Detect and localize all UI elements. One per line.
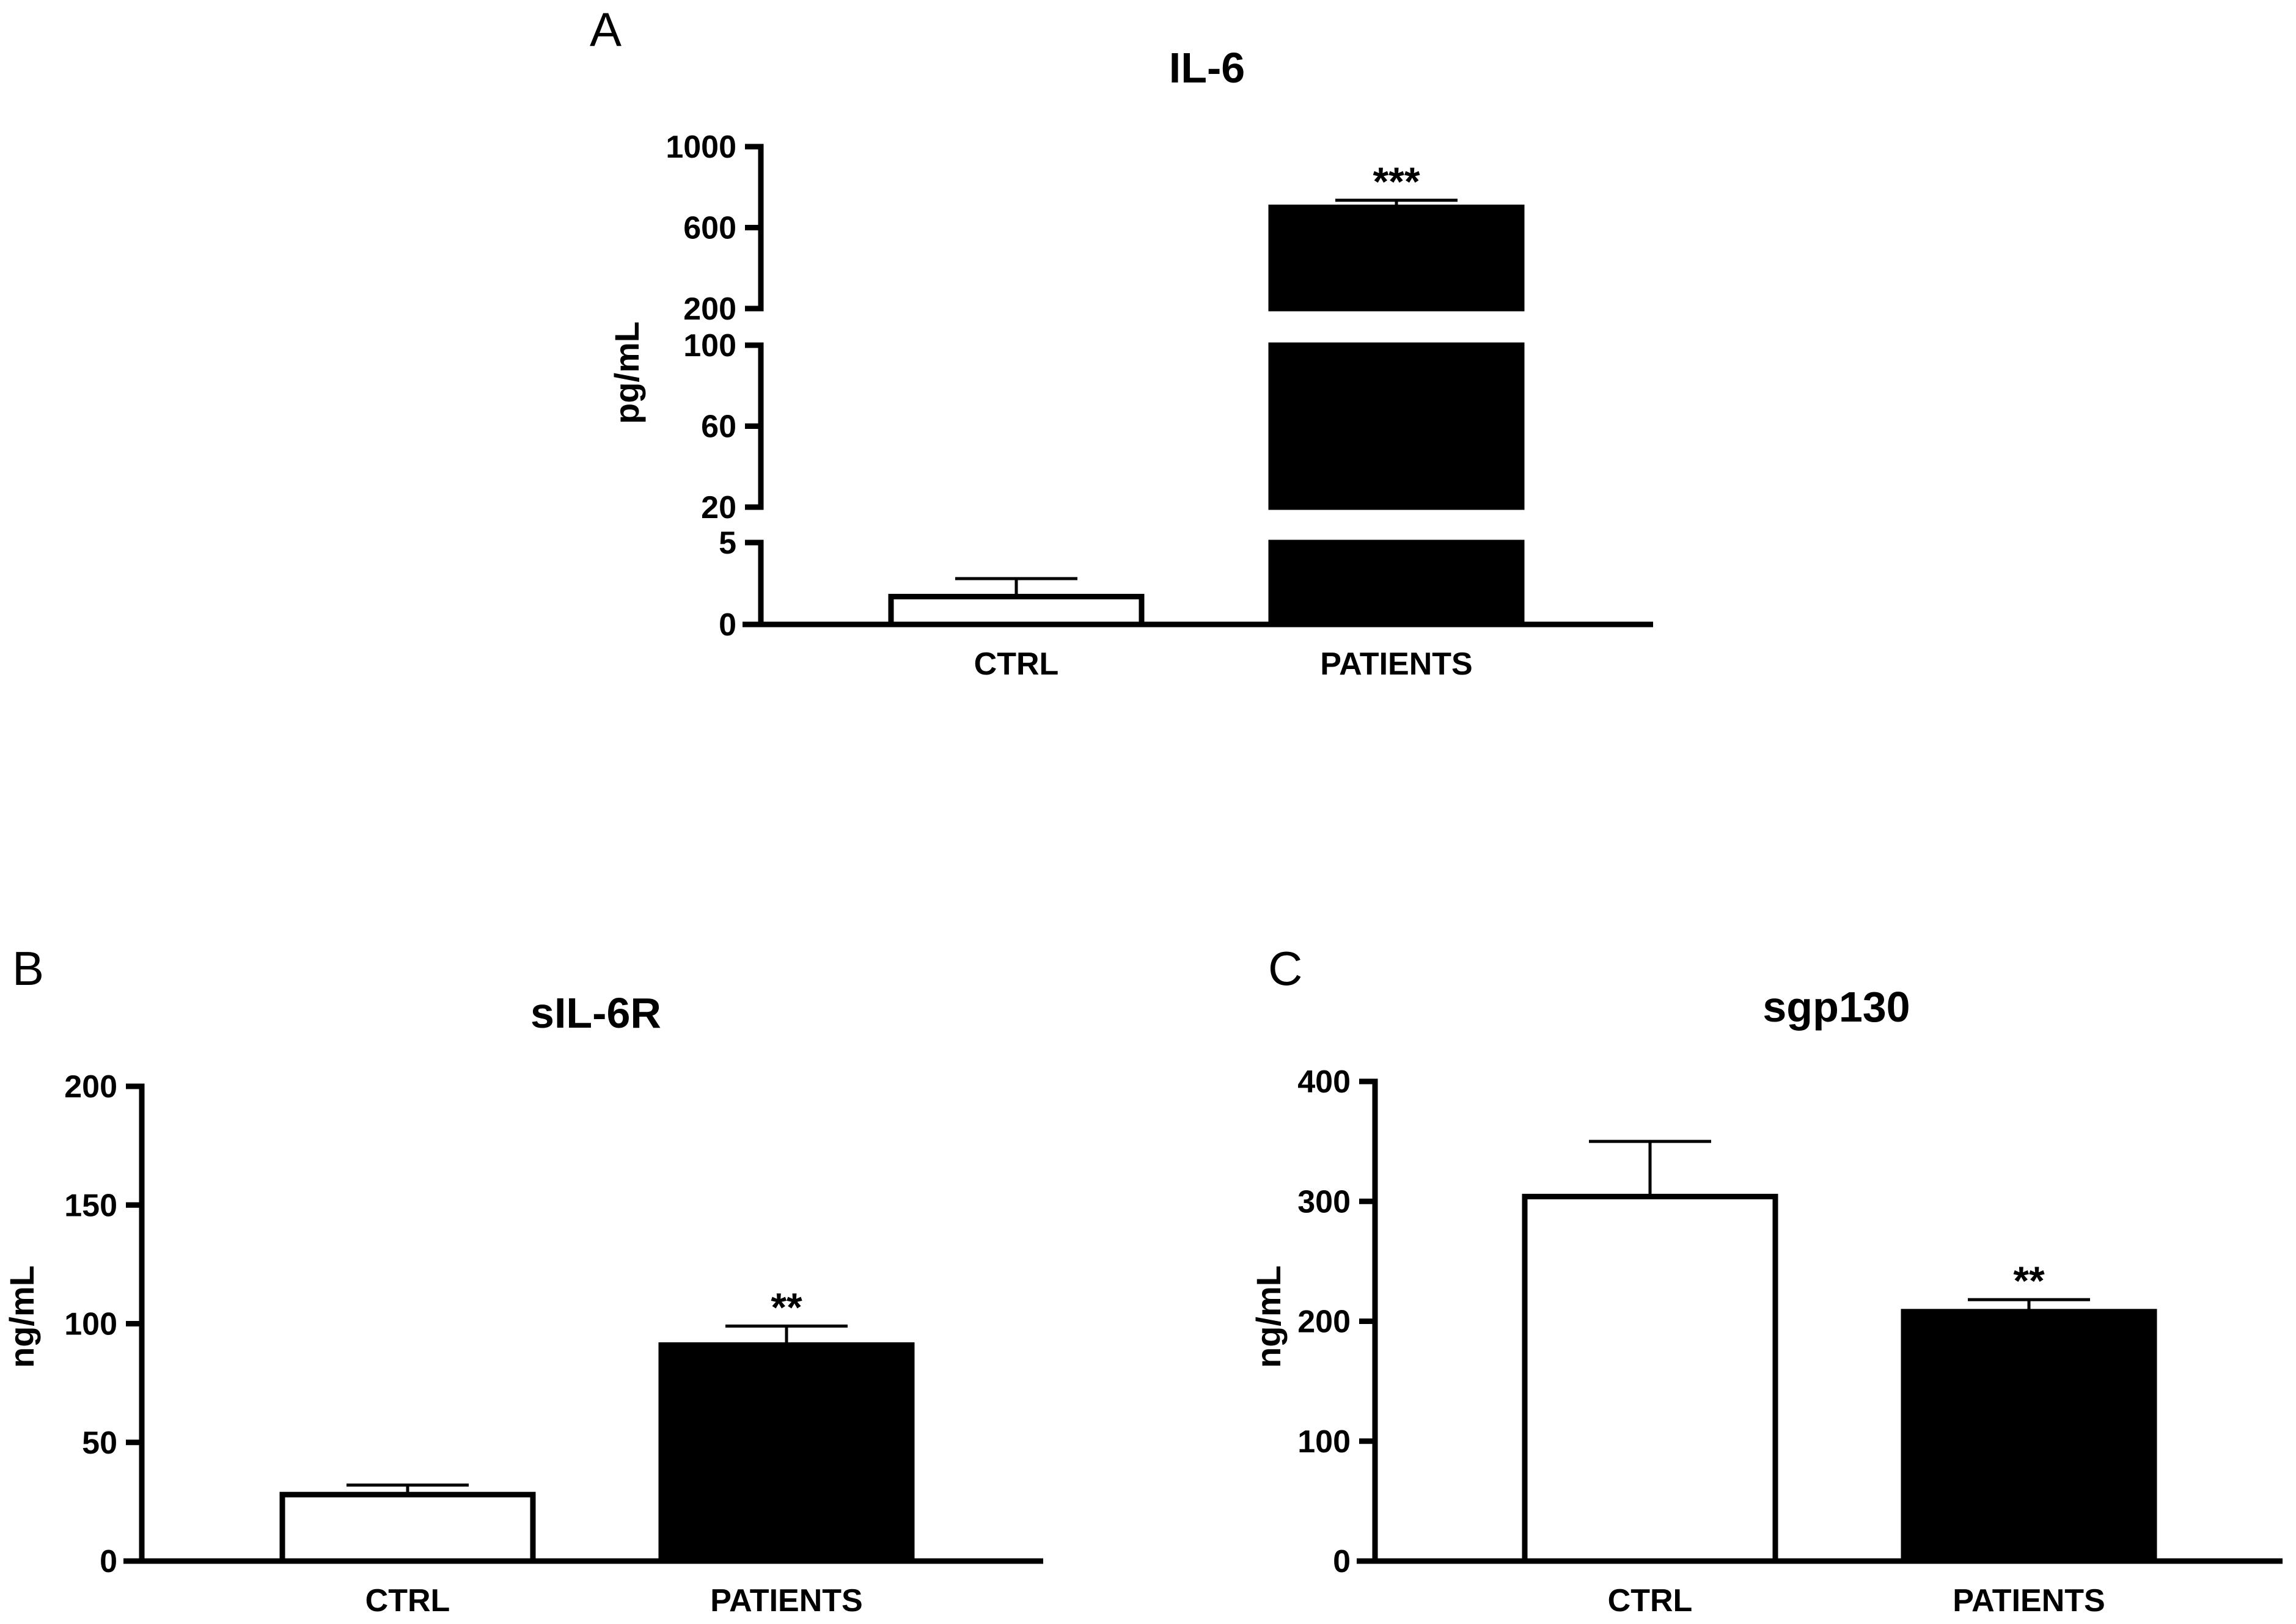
bar-patients <box>1268 540 1525 627</box>
bar-patients <box>1268 204 1525 312</box>
y-tick-label: 200 <box>1297 1304 1351 1340</box>
x-category-label: PATIENTS <box>1320 646 1472 682</box>
y-tick-label: 0 <box>100 1544 117 1579</box>
bar-patients <box>658 1342 915 1564</box>
y-tick-label: 1000 <box>666 130 736 165</box>
chart-title: sIL-6R <box>530 989 661 1037</box>
y-tick-label: 5 <box>719 525 736 561</box>
significance-label: ** <box>2013 1258 2045 1303</box>
y-tick-label: 0 <box>1333 1544 1351 1579</box>
y-tick-label: 200 <box>64 1069 117 1105</box>
bar-patients <box>1901 1309 2157 1564</box>
y-axis-label: pg/mL <box>607 321 646 424</box>
y-axis-label: ng/mL <box>2 1265 41 1368</box>
x-category-label: PATIENTS <box>710 1583 862 1619</box>
y-tick-label: 400 <box>1297 1064 1351 1100</box>
bar-ctrl <box>279 1491 536 1564</box>
bar-ctrl <box>888 593 1145 627</box>
y-tick-label: 300 <box>1297 1184 1351 1220</box>
y-axis-label: ng/mL <box>1249 1265 1288 1368</box>
y-tick-label: 50 <box>82 1425 117 1461</box>
chart-title: IL-6 <box>1169 44 1245 92</box>
y-tick-label: 100 <box>1297 1424 1351 1460</box>
y-tick-label: 100 <box>64 1307 117 1342</box>
y-tick-label: 20 <box>701 490 736 525</box>
x-category-label: CTRL <box>365 1583 450 1619</box>
significance-label: ** <box>771 1284 802 1330</box>
panel-letter: B <box>12 942 44 995</box>
panel-letter: C <box>1268 942 1302 995</box>
y-tick-label: 100 <box>683 328 736 364</box>
y-tick-label: 150 <box>64 1188 117 1223</box>
y-tick-label: 60 <box>701 409 736 445</box>
bar-patients <box>1268 342 1525 510</box>
y-tick-label: 200 <box>683 291 736 327</box>
bar-ctrl <box>1522 1193 1778 1564</box>
panel-letter: A <box>590 2 622 56</box>
chart-title: sgp130 <box>1762 983 1910 1031</box>
x-category-label: PATIENTS <box>1953 1583 2105 1619</box>
x-category-label: CTRL <box>1608 1583 1693 1619</box>
y-tick-label: 0 <box>719 607 736 643</box>
y-tick-label: 600 <box>683 211 736 246</box>
significance-label: *** <box>1373 159 1420 204</box>
x-category-label: CTRL <box>974 646 1059 682</box>
